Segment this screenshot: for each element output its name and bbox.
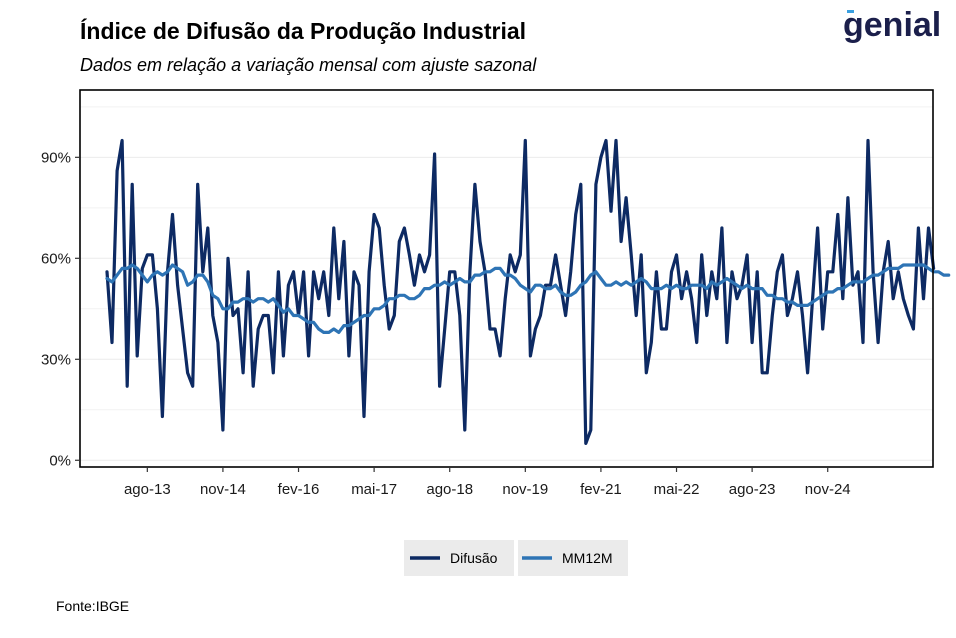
- x-tick-label: nov-24: [805, 481, 851, 498]
- legend-label-mm12m: MM12M: [562, 550, 613, 566]
- legend: Difusão MM12M: [404, 540, 628, 576]
- series-layer: [105, 138, 951, 445]
- series-line-difusao: [105, 138, 936, 445]
- x-tick-label: mai-22: [654, 481, 700, 498]
- x-tick-label: nov-19: [502, 481, 548, 498]
- plot-panel-border: [79, 89, 934, 468]
- axis-layer: 0% 30% 60% 90% ago-13 nov-14 fev-16 mai-17 ago-1…: [41, 149, 851, 498]
- chart-title: Índice de Difusão da Produção Industrial: [80, 18, 527, 44]
- logo-accent-mark: [847, 10, 854, 13]
- genial-logo: genial: [843, 6, 939, 44]
- x-tick-label: mai-17: [351, 481, 397, 498]
- x-tick-label: nov-14: [200, 481, 246, 498]
- logo-text: genial: [843, 6, 939, 44]
- y-tick-label: 60%: [41, 250, 71, 267]
- y-tick-label: 30%: [41, 351, 71, 368]
- series-line-mm12m: [105, 263, 951, 334]
- chart-subtitle: Dados em relação a variação mensal com a…: [80, 55, 537, 75]
- x-tick-label: fev-16: [278, 481, 320, 498]
- legend-label-difusao: Difusão: [450, 550, 498, 566]
- x-tick-label: fev-21: [580, 481, 622, 498]
- y-tick-label: 0%: [49, 452, 71, 469]
- y-tick-label: 90%: [41, 149, 71, 166]
- x-tick-label: ago-23: [729, 481, 776, 498]
- x-tick-label: ago-13: [124, 481, 171, 498]
- x-tick-label: ago-18: [426, 481, 473, 498]
- source-note: Fonte:IBGE: [56, 598, 130, 614]
